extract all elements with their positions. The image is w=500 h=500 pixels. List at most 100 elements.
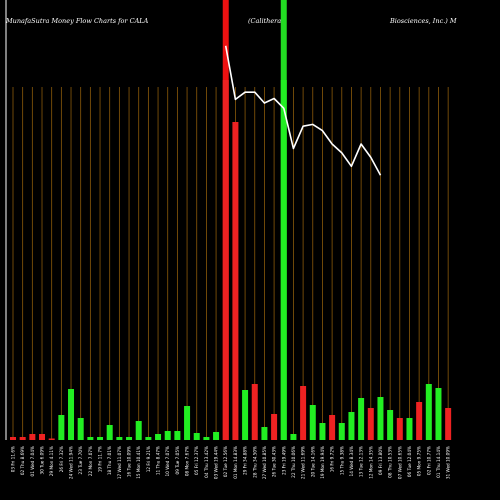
tick-label: 02 Tue 12.56% xyxy=(223,446,228,477)
bar xyxy=(184,406,191,440)
bar xyxy=(97,437,104,440)
bar xyxy=(174,431,181,440)
bar xyxy=(261,427,268,440)
bar xyxy=(387,410,394,440)
tick-label: 20 Tue 14.16% xyxy=(310,446,315,477)
bar xyxy=(203,437,210,440)
bar xyxy=(116,437,123,440)
tick-label: 01 Wed 7.04% xyxy=(30,446,35,476)
tick-label: 04 Thu 13.42% xyxy=(204,446,209,478)
bar xyxy=(425,384,432,440)
tick-label: 15 Thu 9.38% xyxy=(339,446,344,475)
bar xyxy=(19,437,26,440)
bar xyxy=(232,122,239,440)
bar xyxy=(48,438,55,440)
bar xyxy=(396,418,403,440)
tick-label: 26 Fri 7.32% xyxy=(59,446,64,472)
tick-label: 01 Mon 14.83% xyxy=(233,446,238,479)
tick-label: 02 Thu 8.69% xyxy=(20,446,25,475)
bar xyxy=(435,388,442,440)
bar xyxy=(126,437,133,440)
chart-title-mid: (Calithera xyxy=(248,17,281,25)
bar xyxy=(271,414,278,440)
bar xyxy=(280,80,287,440)
bar xyxy=(251,384,258,440)
tick-label: 03 Fri 11.6% xyxy=(11,446,16,472)
tick-label: 19 Fri 11.7% xyxy=(98,446,103,472)
bar xyxy=(300,386,307,440)
tick-label: 22 Thu 10.06% xyxy=(291,446,296,478)
tick-label: 10 Wed 7.07% xyxy=(165,446,170,476)
tick-label: 02 Fri 10.77% xyxy=(426,446,431,475)
bar xyxy=(329,415,336,440)
bars-layer xyxy=(10,80,452,440)
bar xyxy=(445,408,452,440)
bar xyxy=(29,434,36,440)
tick-label: 30 Tue 6.09% xyxy=(40,446,45,474)
bar xyxy=(348,412,355,440)
tick-label: 15 Mon 10.41% xyxy=(136,446,141,479)
tick-label: 16 Tue 10.09% xyxy=(127,446,132,477)
tick-label: 14 Wed 8.34% xyxy=(349,446,354,476)
tick-label: 29 Fri 34.88% xyxy=(243,446,248,475)
bar xyxy=(87,437,94,440)
bar xyxy=(58,415,65,440)
chart-title-right: Biosciences, Inc.) M xyxy=(389,17,457,25)
bar xyxy=(193,433,200,440)
tick-label: 31 Wed 10.09% xyxy=(446,446,451,479)
tick-label: 27 Wed 10.85% xyxy=(262,446,267,479)
tick-label: 24 Wed 11.94% xyxy=(69,446,74,479)
bar xyxy=(319,423,326,440)
tick-label: 23 Fri 19.49% xyxy=(281,446,286,475)
bar xyxy=(68,389,75,440)
tick-label: 05 Mon 9.75% xyxy=(417,446,422,476)
tick-label: 05 Fri 12.37% xyxy=(194,446,199,475)
bar xyxy=(242,390,249,440)
price-line xyxy=(224,45,382,176)
tick-label: 17 Wed 11.07% xyxy=(117,446,122,479)
bar xyxy=(406,418,413,440)
tick-label: 16 Fri 9.72% xyxy=(330,446,335,472)
bar xyxy=(213,432,220,440)
tick-label: 28 Thu 34.50% xyxy=(252,446,257,478)
tick-label: 23 Tue 7.70% xyxy=(78,446,83,474)
tick-label: 03 Wed 19.44% xyxy=(214,446,219,479)
bar xyxy=(135,421,142,440)
tick-label: 26 Tue 30.43% xyxy=(272,446,277,477)
tick-label: 12 Mon 14.35% xyxy=(368,446,373,479)
tick-labels-layer: 03 Fri 11.6% 02 Thu 8.69% 01 Wed 7.04% 30 T… xyxy=(11,446,451,479)
bar xyxy=(367,408,374,440)
bar xyxy=(164,431,171,440)
chart-title-left: MunafaSutra Money Flow Charts for CALA xyxy=(5,17,149,25)
tick-label: 12 Fri 9.21% xyxy=(146,446,151,472)
tick-label: 06 Tue 12.04% xyxy=(407,446,412,477)
tick-label: 18 Thu 7.01% xyxy=(107,446,112,475)
bar xyxy=(106,425,113,440)
bar xyxy=(10,437,16,440)
bar xyxy=(77,418,84,440)
tick-label: 08 Thu 10.53% xyxy=(388,446,393,478)
tick-label: 13 Tue 12.13% xyxy=(359,446,364,477)
tick-label: 11 Thu 8.47% xyxy=(156,446,161,475)
bar xyxy=(145,437,152,440)
bar xyxy=(290,434,297,440)
tick-label: 09 Tue 7.05% xyxy=(175,446,180,474)
bar xyxy=(338,423,345,440)
price-layer xyxy=(224,45,382,176)
bar xyxy=(358,398,365,440)
tick-label: 09 Fri 13.80% xyxy=(378,446,383,475)
tick-label: 07 Wed 10.65% xyxy=(397,446,402,479)
tick-label: 22 Mon 7.07% xyxy=(88,446,93,476)
bar xyxy=(377,397,384,440)
bar xyxy=(416,402,423,440)
tick-label: 01 Thu 14.14% xyxy=(436,446,441,478)
bar xyxy=(309,405,316,440)
tick-label: 08 Mon 7.67% xyxy=(185,446,190,476)
bar xyxy=(39,434,46,440)
tick-label: 19 Mon 19.94% xyxy=(320,446,325,479)
tick-label: 29 Mon 4.11% xyxy=(49,446,54,476)
bar xyxy=(222,80,229,440)
bar xyxy=(155,434,162,440)
